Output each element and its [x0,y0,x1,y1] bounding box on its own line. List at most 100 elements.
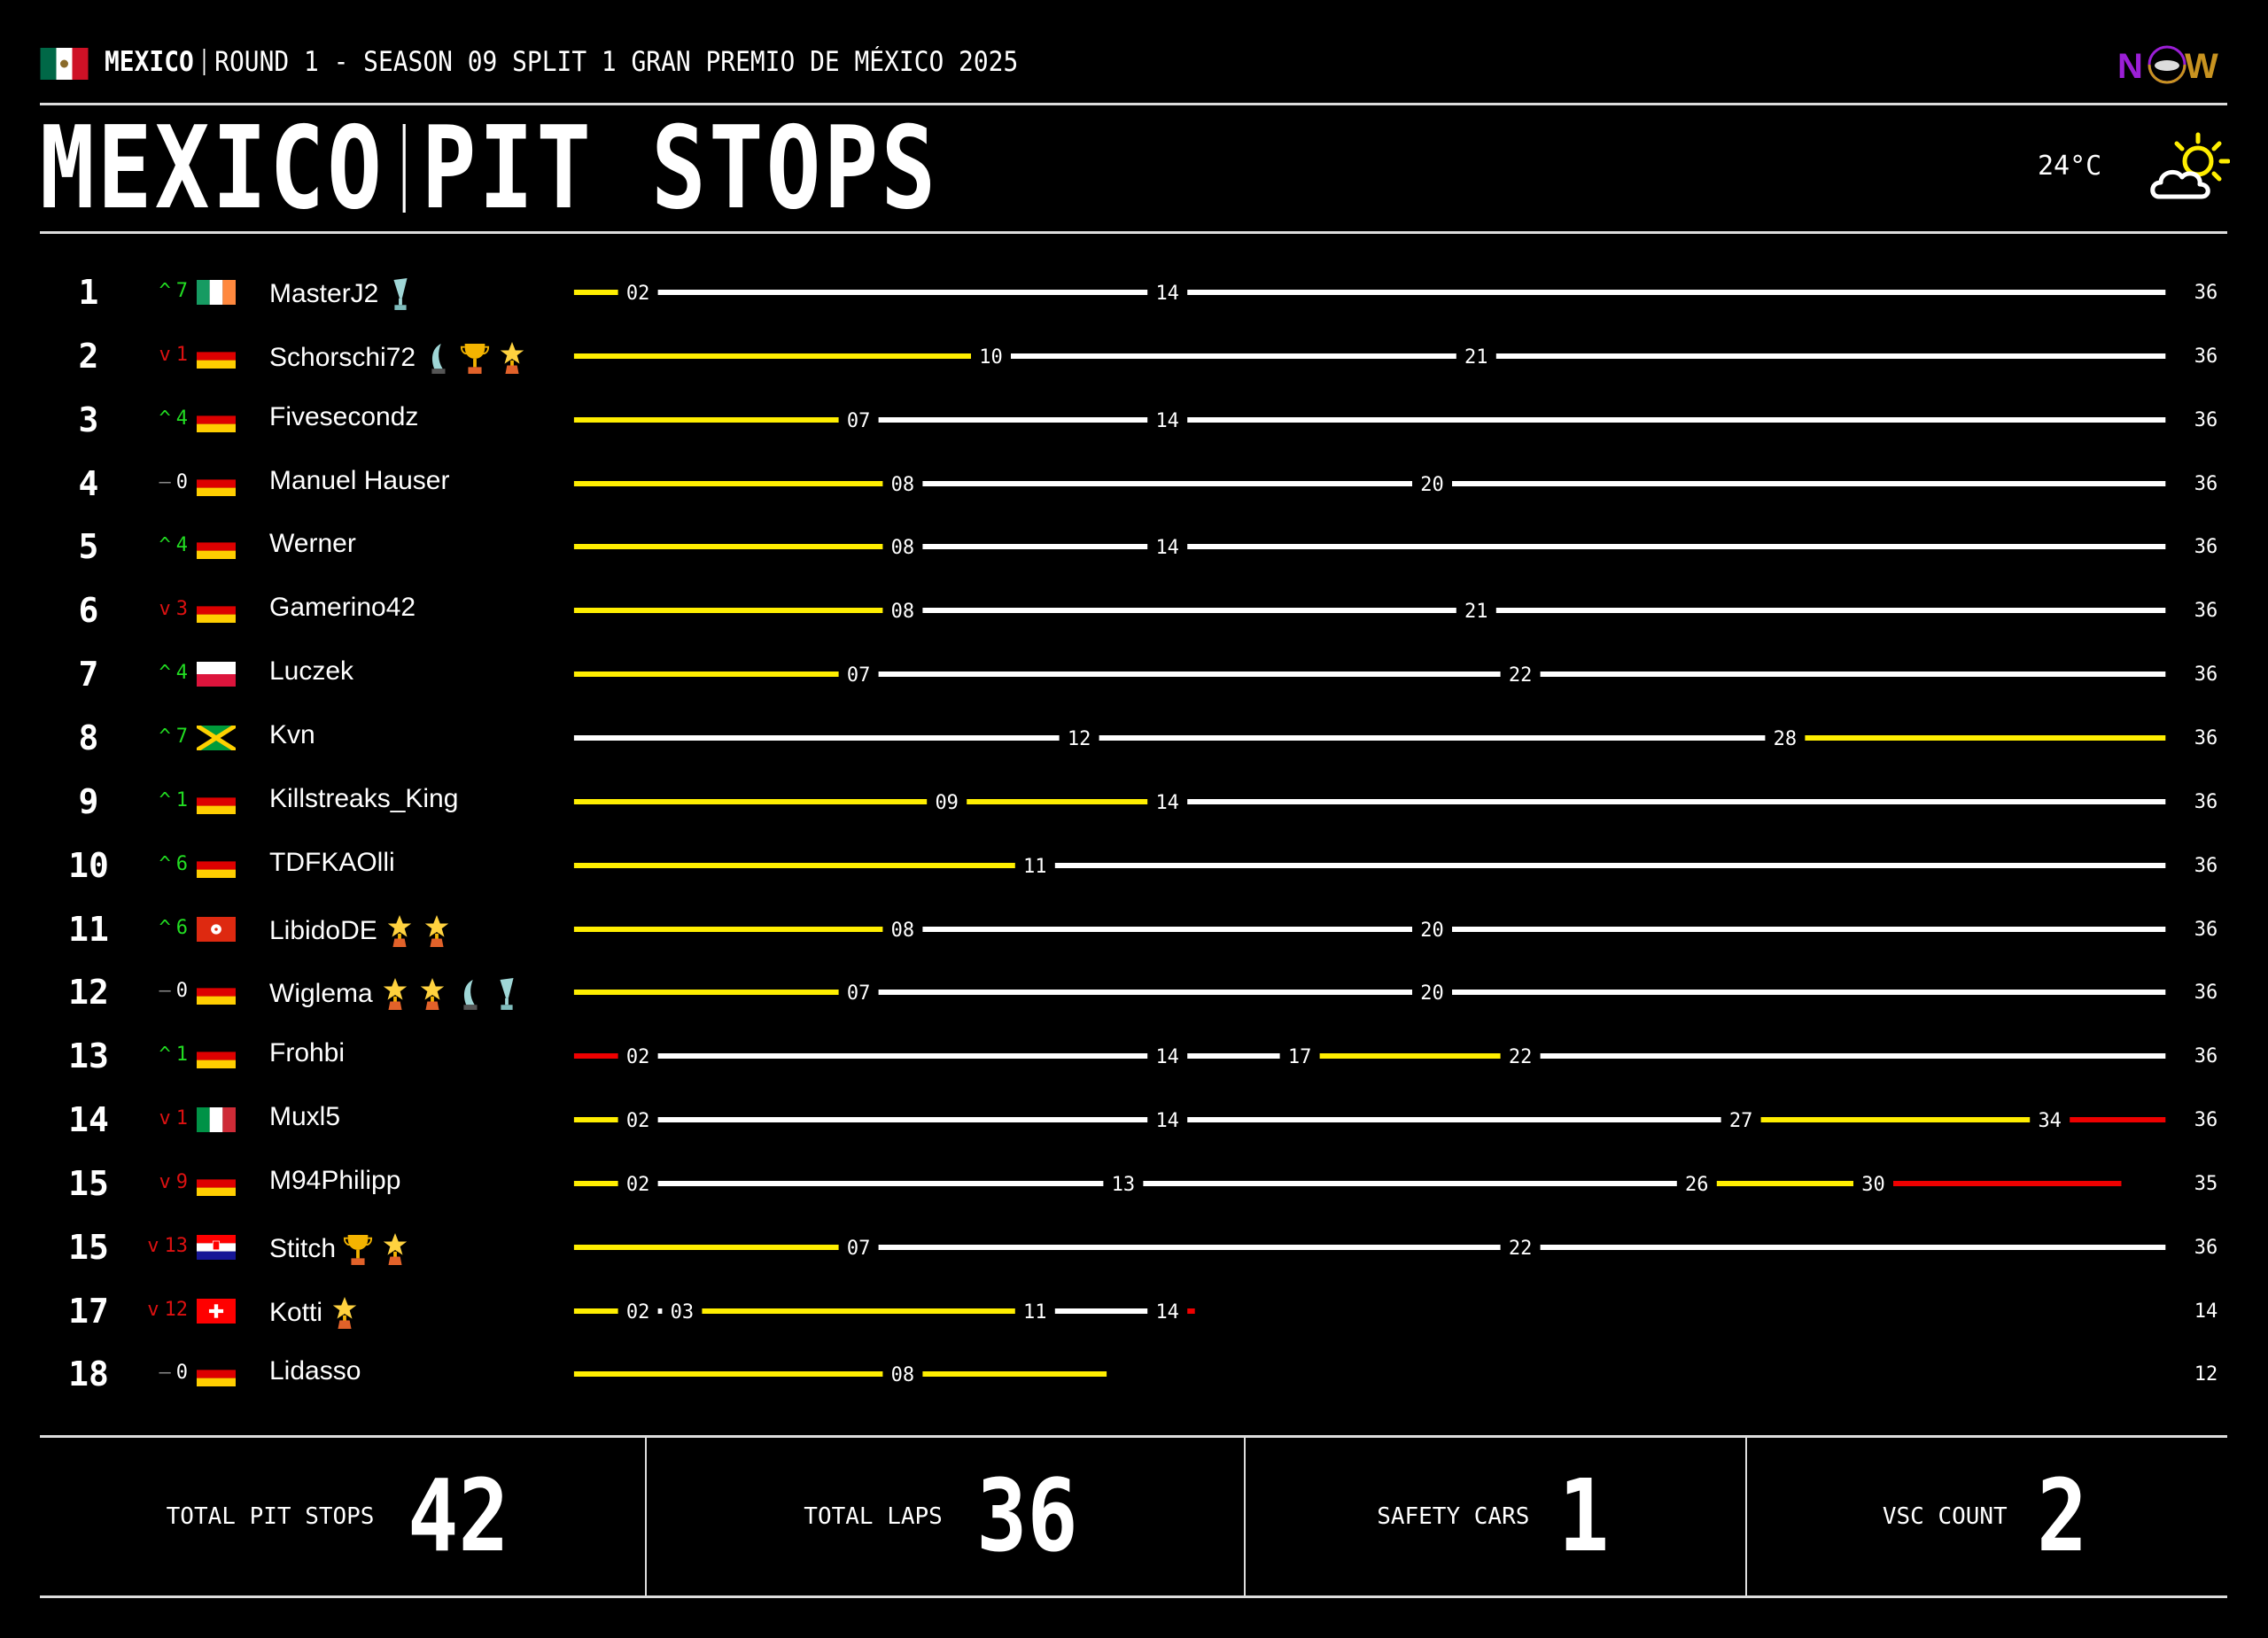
arrow-up-icon: ^ [159,916,171,939]
change-value: 6 [175,916,188,939]
final-lap: 36 [2194,790,2218,813]
change-value: 0 [175,980,188,1003]
star-trophy-icon [500,341,524,374]
final-lap: 36 [2194,408,2218,431]
final-lap: 36 [2194,600,2218,623]
final-lap: 14 [2194,1300,2218,1323]
driver-name: Kotti [269,1297,323,1327]
driver-name: Werner [269,529,356,559]
position-change: –0 [133,1362,189,1385]
position-change: ^ 1 [133,788,189,811]
driver-name: LibidoDE [269,915,377,945]
stint-hard [878,416,1148,423]
germany-flag-icon [197,1170,236,1196]
stint-soft [2070,1117,2166,1123]
stint-timeline: 10 21 [573,346,2166,369]
stint-medium [573,1244,839,1250]
pit-lap-label: 14 [1155,410,1179,432]
germany-flag-icon [197,598,236,624]
arrow-up-icon: ^ [159,280,171,302]
change-value: 4 [175,662,188,685]
driver-name: Gamerino42 [269,593,416,623]
stint-hard [657,1117,1148,1123]
race-stats-footer: TOTAL PIT STOPS 42 TOTAL LAPS 36 SAFETY … [40,1435,2227,1598]
star-trophy-icon [383,978,407,1011]
pit-lap-label: 08 [891,474,915,496]
arrow-down-icon: v [159,343,171,366]
pit-lap-label: 07 [847,664,871,687]
position: 5 [78,527,99,567]
header-country: MEXICO [105,46,194,78]
arrow-up-icon: ^ [159,852,171,875]
stint-timeline: 02 03 11 14 [573,1301,1195,1324]
germany-flag-icon [197,1362,236,1387]
driver-row: 2 v 1 Schorschi72 36 10 21 [0,324,2268,388]
title-main: PIT STOPS [421,102,939,235]
pit-lap-label: 11 [1023,1301,1047,1324]
pit-lap-label: 07 [847,410,871,432]
position-change: ^ 6 [133,852,189,875]
driver-name-cell: Lidasso [269,1356,361,1386]
mexico-flag-icon [40,48,89,80]
driver-name: Frohbi [269,1038,346,1068]
page-title: MEXICO PIT STOPS [40,103,938,235]
position: 4 [78,463,99,503]
position: 3 [78,400,99,439]
driver-row: 15 v 9 M94Philipp 35 02 13 26 30 [0,1152,2268,1215]
stint-hard [1011,353,1456,359]
position-change: ^ 4 [133,662,189,685]
arrow-up-icon: ^ [159,407,171,430]
driver-name-cell: TDFKAOlli [269,848,395,878]
arrow-down-icon: v [159,1170,171,1193]
pit-lap-label: 13 [1112,1174,1136,1196]
stint-hard [922,926,1412,932]
stint-medium [573,1180,618,1186]
driver-row: 14 v 1 Muxl5 36 02 14 27 34 [0,1088,2268,1152]
pit-lap-label: 26 [1685,1174,1709,1196]
position-change: ^ 6 [133,916,189,939]
stint-hard [1495,608,2166,614]
stint-timeline: 02 14 [573,283,2166,305]
arrow-up-icon: ^ [159,788,171,811]
stint-hard [1187,1053,1280,1060]
pit-lap-label: 22 [1509,664,1533,687]
stint-timeline: 08 20 [573,474,2166,496]
final-lap: 36 [2194,664,2218,687]
star-trophy-icon [424,914,448,947]
temperature: 24°C [2038,151,2102,182]
germany-flag-icon [197,788,236,814]
final-lap: 36 [2194,1236,2218,1259]
final-lap: 36 [2194,536,2218,559]
stint-timeline: 09 14 [573,792,2166,814]
driver-name-cell: Kvn [269,720,315,750]
stint-medium [573,1117,618,1123]
final-lap: 36 [2194,345,2218,368]
driver-name-cell: Killstreaks_King [269,784,458,814]
stint-medium [1716,1180,1853,1186]
stint-soft [1187,1308,1195,1314]
hong-kong-flag-icon [197,916,236,942]
stint-medium [573,926,883,932]
driver-name: Fivesecondz [269,401,419,431]
stat-value: 2 [2036,1459,2088,1574]
stint-timeline: 08 21 [573,601,2166,623]
glass-trophy-icon [393,278,408,310]
position: 11 [68,909,109,949]
driver-name-cell: Fivesecondz [269,402,418,432]
driver-name-cell: Wiglema [269,974,522,1013]
arrow-up-icon: ^ [159,1044,171,1067]
position: 8 [78,718,99,757]
driver-name: Schorschi72 [269,342,416,372]
change-value: 4 [175,534,188,557]
final-lap: 35 [2194,1172,2218,1195]
position-change: ^ 1 [133,1044,189,1067]
dash-icon: – [159,1362,171,1385]
change-value: 9 [175,1170,188,1193]
position: 7 [78,655,99,695]
title-divider-line [40,231,2227,234]
stint-timeline: 12 28 [573,728,2166,750]
event-header: MEXICO ROUND 1 - SEASON 09 SPLIT 1 GRAN … [105,46,1018,78]
final-lap: 36 [2194,918,2218,941]
arrow-down-icon: v [147,1234,159,1257]
driver-name: Wiglema [269,979,373,1009]
